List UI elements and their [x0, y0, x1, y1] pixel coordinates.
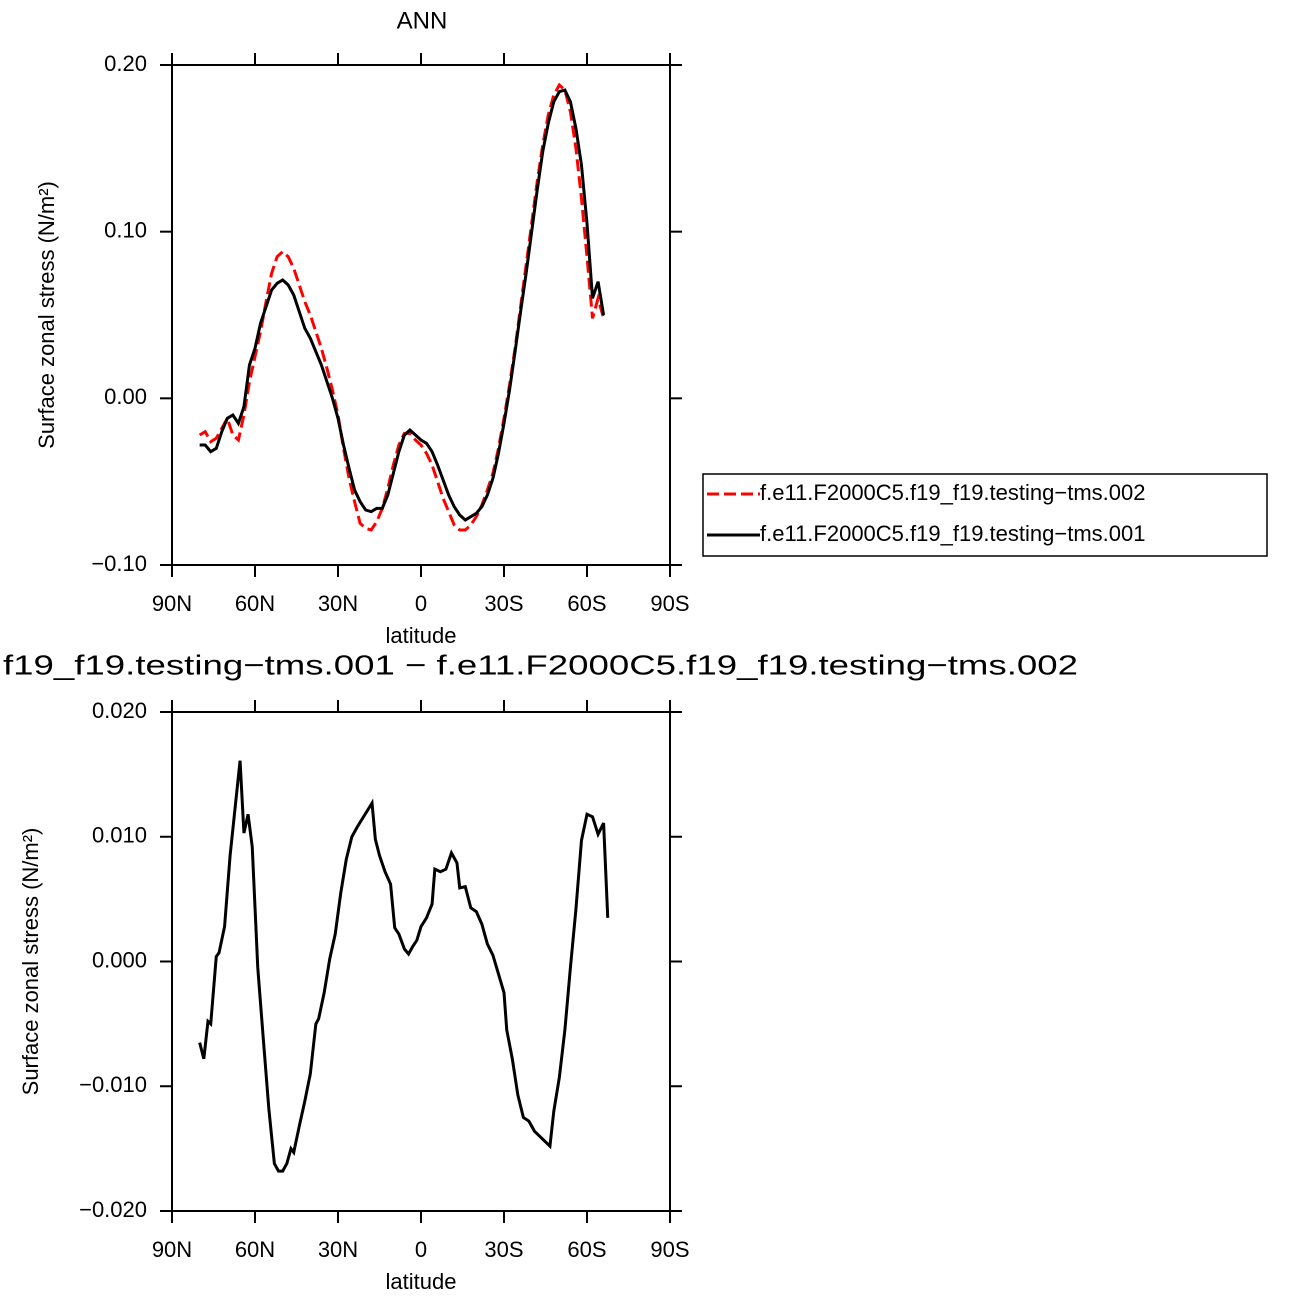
- x-axis-label: latitude: [386, 623, 457, 648]
- x-tick-label: 60S: [567, 591, 606, 616]
- plot-frame: [171, 711, 671, 1212]
- x-tick-label: 60N: [235, 1237, 275, 1262]
- data-line: [198, 760, 610, 1173]
- legend-label: f.e11.F2000C5.f19_f19.testing−tms.002: [760, 480, 1145, 505]
- x-tick-label: 60S: [567, 1237, 606, 1262]
- y-tick-label: 0.10: [104, 217, 147, 242]
- chart-title: f19_f19.testing−tms.001 − f.e11.F2000C5.…: [3, 649, 1078, 680]
- legend-box: [702, 473, 1268, 557]
- x-tick-label: 30S: [484, 591, 523, 616]
- y-tick-label: −0.10: [91, 551, 147, 576]
- y-tick-label: 0.20: [104, 51, 147, 76]
- x-tick-label: 90S: [650, 1237, 689, 1262]
- data-line: [199, 88, 606, 522]
- x-tick-label: 0: [415, 591, 427, 616]
- x-tick-label: 60N: [235, 591, 275, 616]
- y-tick-label: 0.00: [104, 384, 147, 409]
- y-tick-label: 0.010: [92, 823, 147, 848]
- y-axis-label: Surface zonal stress (N/m²): [18, 828, 43, 1096]
- y-tick-label: 0.000: [92, 947, 147, 972]
- y-tick-label: −0.020: [79, 1197, 147, 1222]
- x-tick-label: 30N: [318, 1237, 358, 1262]
- y-axis-label: Surface zonal stress (N/m²): [34, 181, 59, 449]
- x-tick-label: 0: [415, 1237, 427, 1262]
- x-tick-label: 90S: [650, 591, 689, 616]
- x-tick-label: 30S: [484, 1237, 523, 1262]
- chart-title: ANN: [397, 7, 448, 34]
- y-tick-label: −0.010: [79, 1072, 147, 1097]
- x-tick-label: 90N: [152, 591, 192, 616]
- plot-frame: [171, 64, 671, 566]
- x-tick-label: 90N: [152, 1237, 192, 1262]
- x-axis-label: latitude: [386, 1269, 457, 1294]
- y-tick-label: 0.020: [92, 698, 147, 723]
- legend-label: f.e11.F2000C5.f19_f19.testing−tms.001: [760, 521, 1145, 546]
- x-tick-label: 30N: [318, 591, 358, 616]
